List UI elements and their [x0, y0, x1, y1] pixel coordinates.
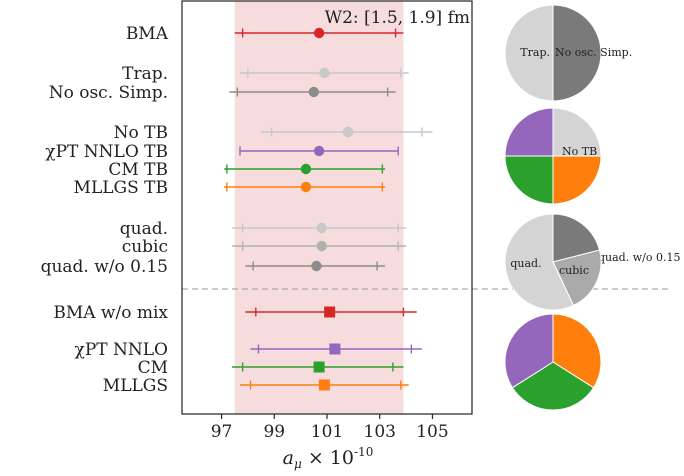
data-row	[224, 181, 385, 193]
x-axis-label: aμ × 10-10	[283, 445, 374, 471]
data-row	[232, 222, 407, 234]
pie-slice-label: No osc. Simp.	[555, 46, 632, 59]
pie-chart: quad. w/o 0.15 cubic quad.	[504, 213, 680, 311]
pie-slice	[552, 213, 601, 263]
data-point	[342, 126, 354, 138]
data-point	[313, 361, 325, 373]
pie-slice	[552, 249, 602, 307]
data-point	[329, 343, 341, 355]
pie-slice	[504, 4, 554, 102]
data-point	[300, 163, 312, 175]
data-row	[245, 260, 385, 272]
data-point	[300, 181, 312, 193]
pie-slice-label: quad.	[510, 257, 541, 270]
data-row	[250, 343, 422, 355]
pie-slice	[504, 313, 554, 389]
data-row	[232, 361, 404, 373]
data-point	[308, 86, 320, 98]
pie-slice	[504, 213, 575, 311]
pie-chart	[504, 313, 602, 411]
chart-title: W2: [1.5, 1.9] fm	[325, 8, 470, 28]
row-label: MLLGS	[103, 376, 168, 396]
x-tick-label: 97	[211, 422, 233, 442]
pie-slice	[504, 107, 554, 157]
data-row	[245, 306, 417, 318]
data-row	[261, 126, 433, 138]
data-point	[319, 67, 330, 79]
data-point	[311, 260, 322, 272]
row-label: quad.	[120, 219, 168, 239]
pie-charts: No osc. Simp. Trap. No TB quad. w/o 0.15 cub…	[504, 4, 680, 411]
data-point	[316, 222, 327, 234]
x-tick-label: 101	[311, 422, 343, 442]
row-label: χPT NNLO	[75, 340, 168, 360]
pie-slice	[504, 155, 554, 205]
pie-slice-label: quad. w/o 0.15	[598, 251, 680, 264]
row-label: CM TB	[108, 160, 168, 180]
data-row	[229, 86, 396, 98]
data-point	[318, 379, 330, 391]
data-point	[324, 306, 336, 318]
data-row	[234, 27, 404, 39]
pie-slice-label: No TB	[562, 145, 597, 158]
row-label: Trap.	[122, 64, 168, 84]
pie-slice	[552, 107, 602, 157]
row-label: quad. w/o 0.15	[41, 257, 168, 277]
bma-band	[234, 1, 404, 414]
row-label: BMA	[126, 24, 169, 44]
data-row	[232, 240, 407, 252]
row-label: χPT NNLO TB	[45, 142, 168, 162]
pie-chart: No TB	[504, 107, 602, 205]
x-tick-label: 99	[263, 422, 285, 442]
data-point	[316, 240, 327, 252]
data-point	[313, 27, 325, 39]
row-label: No TB	[114, 123, 168, 143]
row-label: CM	[138, 358, 168, 378]
data-row	[224, 163, 385, 175]
data-point	[313, 145, 325, 157]
data-row	[239, 145, 399, 157]
pie-chart: No osc. Simp. Trap.	[504, 4, 632, 102]
data-row	[240, 67, 409, 79]
row-label: MLLGS TB	[74, 178, 168, 198]
pie-slice	[511, 361, 595, 411]
data-row	[240, 379, 409, 391]
pie-slice	[552, 4, 602, 102]
pie-slice	[552, 155, 602, 205]
x-tick-label: 103	[364, 422, 396, 442]
pie-slice-label: Trap.	[520, 46, 550, 59]
row-label: BMA w/o mix	[53, 303, 168, 323]
row-label: No osc. Simp.	[49, 83, 168, 103]
row-label: cubic	[122, 237, 168, 257]
x-tick-label: 105	[416, 422, 448, 442]
plot-area: 97 99 101 103 105	[181, 0, 672, 442]
pie-slice-label: cubic	[559, 264, 589, 277]
